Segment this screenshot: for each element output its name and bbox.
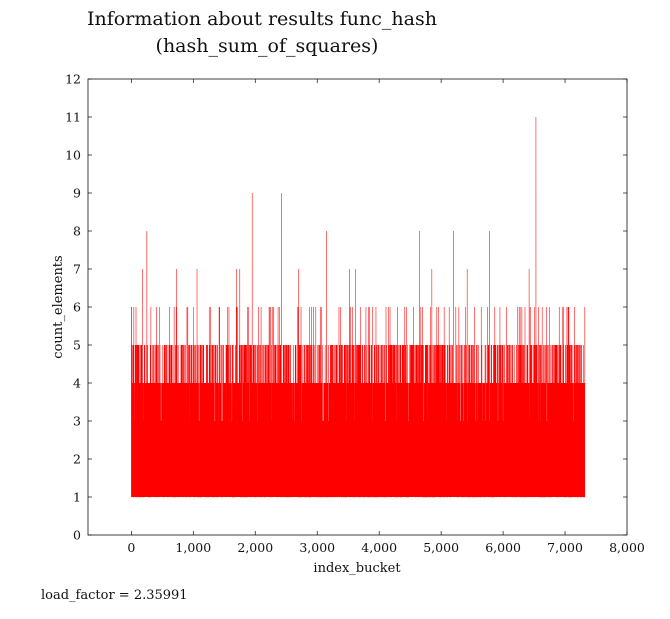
ticks-layer: 0 1,000 2,000 3,000 4,000 5,000 6,000 7,000 8,00… [65,72,645,556]
y-tick-label: 3 [73,414,81,429]
y-tick-label: 4 [73,376,81,391]
y-axis-label: count_elements [51,255,66,358]
load-factor-note: load_factor = 2.35991 [41,588,188,603]
x-tick-label: 6,000 [485,540,521,555]
y-tick-label: 11 [65,110,81,125]
y-tick-label: 1 [73,490,81,505]
x-tick-label: 3,000 [299,540,335,555]
x-tick-label: 7,000 [547,540,583,555]
x-tick-label: 0 [127,540,135,555]
y-tick-label: 6 [73,300,81,315]
bars-layer [131,116,586,498]
y-tick-label: 8 [73,224,81,239]
x-tick-label: 8,000 [609,540,645,555]
y-tick-label: 5 [73,338,81,353]
y-tick-label: 9 [73,186,81,201]
bucket-series-line [131,116,586,498]
y-tick-label: 7 [73,262,81,277]
chart-title-line-2: (hash_sum_of_squares) [156,35,379,57]
y-tick-label: 2 [73,452,81,467]
chart-title-line-1: Information about results func_hash [87,8,437,30]
x-axis-label: index_bucket [313,561,401,576]
x-tick-label: 5,000 [423,540,459,555]
x-tick-label: 4,000 [361,540,397,555]
x-tick-label: 1,000 [175,540,211,555]
y-tick-label: 0 [73,528,81,543]
x-tick-label: 2,000 [237,540,273,555]
y-tick-label: 12 [65,72,81,87]
y-tick-label: 10 [65,148,81,163]
